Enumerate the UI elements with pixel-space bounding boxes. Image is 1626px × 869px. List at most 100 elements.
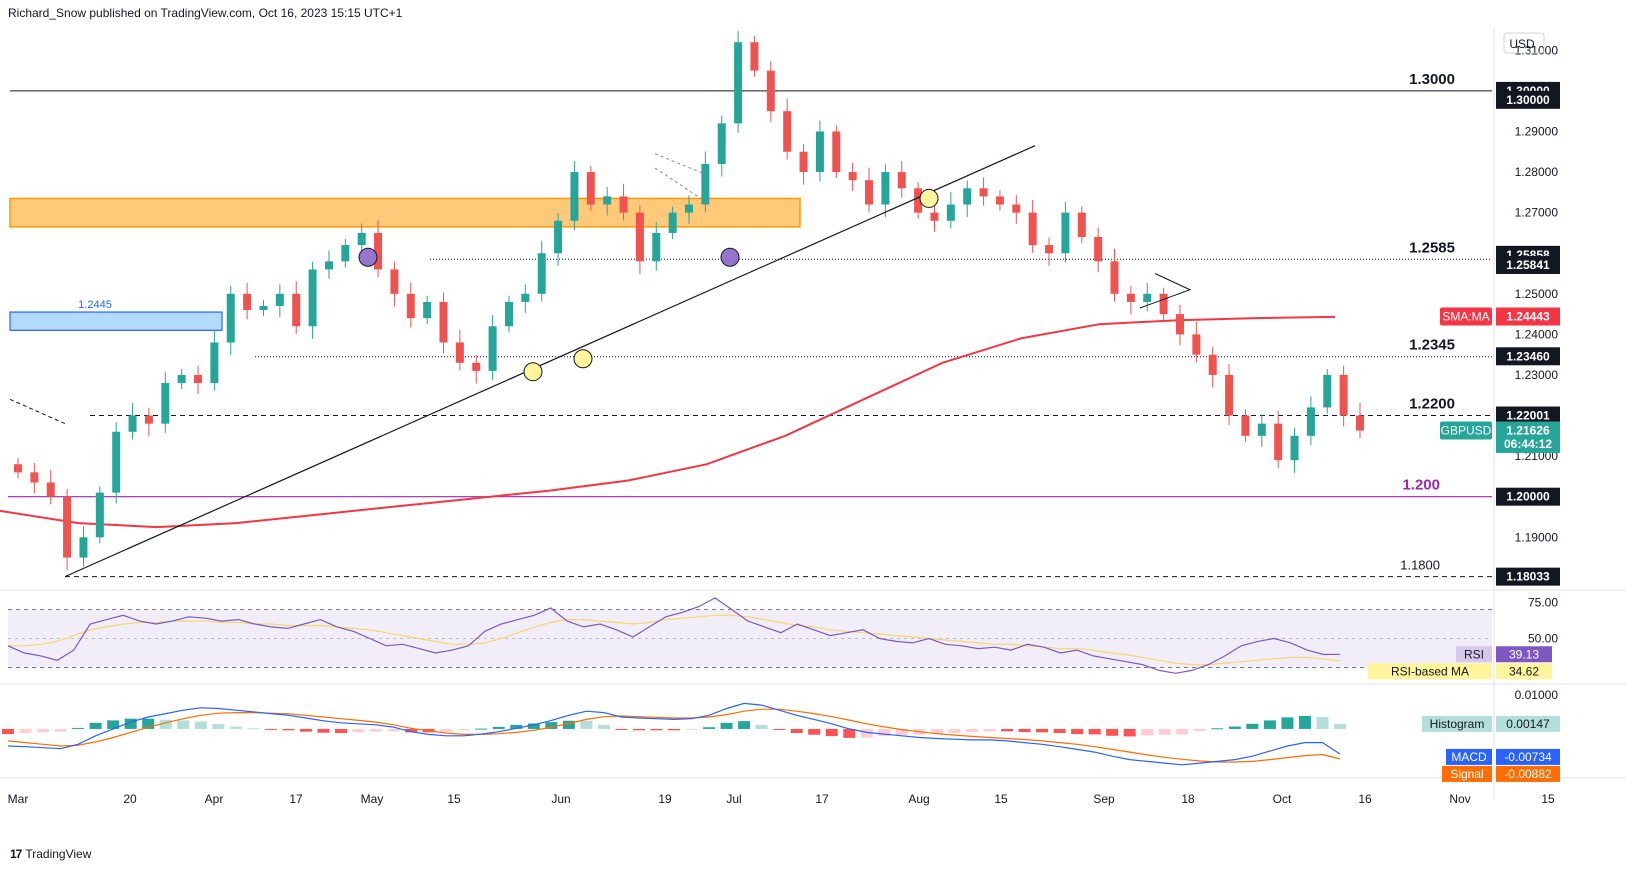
macd-value-text: 0.00147 — [1506, 717, 1550, 731]
candle-down — [46, 469, 55, 505]
price-tick-label: 1.31000 — [1515, 43, 1559, 57]
candle-down — [799, 144, 808, 185]
histogram-bar — [387, 728, 400, 732]
rsi-ma-line — [8, 614, 1341, 666]
histogram-bar — [1281, 717, 1294, 729]
candle-up — [537, 240, 546, 302]
candle-up — [668, 206, 677, 240]
candle-body — [783, 111, 792, 152]
time-tick-label: Sep — [1093, 792, 1115, 806]
histogram-bar — [878, 728, 891, 737]
histogram-bar — [843, 728, 856, 738]
candle-up — [308, 261, 317, 339]
candle-down — [1339, 365, 1348, 427]
candle-down — [1045, 237, 1054, 266]
candle-body — [848, 172, 857, 181]
candle-up — [963, 180, 972, 218]
annotations-background: 1.2445 — [8, 90, 1492, 578]
macd-pane — [2, 702, 1346, 766]
time-tick-label: Nov — [1449, 792, 1470, 806]
candle-body — [1306, 407, 1315, 436]
candle-down — [439, 292, 448, 354]
candle-body — [685, 204, 693, 213]
candle-up — [1323, 368, 1332, 414]
candle-up — [79, 526, 88, 567]
candle-down — [914, 182, 923, 219]
price-tick-label: 1.27000 — [1515, 206, 1559, 220]
level-annotation: 1.2345 — [1409, 337, 1455, 354]
candle-down — [1192, 321, 1201, 363]
histogram-bar — [335, 728, 347, 734]
histogram-bar — [1036, 728, 1049, 733]
candle-down — [979, 177, 988, 206]
price-tag-text: 1.30000 — [1506, 93, 1550, 107]
candle-down — [390, 261, 399, 307]
price-tick-label: 1.19000 — [1515, 530, 1559, 544]
time-tick-label: Jun — [551, 792, 570, 806]
candle-up — [341, 239, 350, 268]
time-tick-label: Aug — [908, 792, 929, 806]
candle-body — [308, 269, 317, 327]
time-tick-label: Apr — [205, 792, 224, 806]
rsi-name-tag — [1456, 646, 1492, 663]
candle-down — [865, 167, 874, 213]
histogram-bar — [1176, 728, 1189, 735]
candle-up — [603, 187, 612, 216]
histogram-bar — [37, 728, 50, 733]
candle-body — [766, 70, 775, 112]
resistance-zone — [9, 197, 801, 228]
time-tick-label: Jul — [726, 792, 741, 806]
wedge-line — [9, 398, 66, 425]
price-tag — [1496, 255, 1560, 274]
rsi-tick-label: 50.00 — [1528, 632, 1558, 646]
rsi-pane — [7, 597, 1492, 674]
candle-down — [897, 161, 906, 198]
time-axis[interactable]: Mar 20 Apr 17 May 15 Jun 19 Jul 17 Aug 15 Sep 18 Oct 16… — [8, 792, 1555, 806]
candle-down — [1175, 304, 1184, 346]
candle-body — [63, 496, 72, 558]
candle-body — [226, 293, 235, 343]
candle-body — [128, 415, 137, 432]
macd-value-text: -0.00882 — [1504, 767, 1552, 781]
candle-down — [619, 183, 628, 221]
histogram-bar — [212, 724, 225, 729]
price-tag-name — [1440, 307, 1492, 326]
candle-down — [30, 463, 39, 494]
histogram-bar — [72, 727, 85, 729]
annotations-foreground: 1.3000 1.2585 1.2345 1.2200 1.200 1.1800 — [9, 71, 1455, 578]
tradingview-footer: 17 TradingView — [10, 847, 91, 861]
candle-up — [504, 295, 513, 333]
histogram-bar — [1018, 728, 1031, 733]
candle-down — [832, 125, 841, 179]
sma-200-line — [0, 315, 1336, 529]
histogram-bar — [1334, 723, 1346, 729]
histogram-bar — [1053, 728, 1066, 734]
histogram-bar — [317, 728, 330, 733]
pennant-pattern — [1139, 273, 1192, 309]
candle-body — [603, 196, 612, 205]
price-axis[interactable]: 1.31000 1.29000 1.28000 1.27000 1.25000 1.240… — [1368, 32, 1560, 782]
histogram-bar — [720, 722, 733, 729]
histogram-bar — [632, 728, 645, 731]
candle-body — [30, 472, 39, 483]
histogram-bar — [124, 718, 137, 729]
ascending-trendline — [64, 145, 1036, 578]
candle-body — [1356, 415, 1364, 431]
candle-up — [226, 286, 235, 356]
candle-up — [701, 151, 710, 213]
tradingview-logo-icon: 17 — [10, 847, 22, 861]
histogram-bar — [983, 728, 996, 732]
histogram-bar — [159, 719, 172, 729]
candle-body — [259, 305, 268, 311]
histogram-bar — [825, 728, 838, 737]
candle-body — [439, 301, 448, 343]
histogram-bar — [1158, 728, 1171, 735]
candle-body — [1143, 293, 1152, 302]
price-tag-name-text: GBPUSD — [1441, 424, 1492, 438]
candle-body — [1061, 212, 1070, 254]
histogram-bar — [650, 728, 663, 731]
candle-body — [472, 362, 481, 371]
rsi-value-text: 39.13 — [1509, 647, 1539, 661]
candle-body — [1225, 374, 1234, 416]
